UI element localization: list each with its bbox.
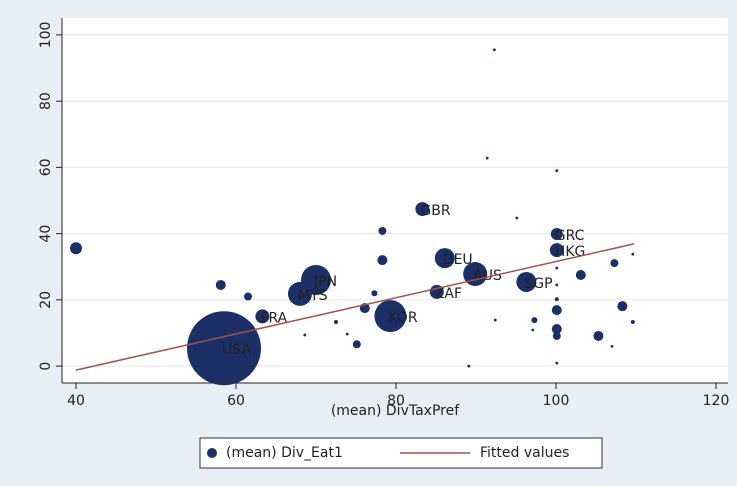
y-tick-label: 80: [38, 92, 54, 110]
fit-line: [75, 243, 635, 371]
bubble: [255, 309, 270, 324]
point-label: DEU: [443, 252, 473, 268]
point-label: MYS: [298, 288, 328, 304]
bubble: [555, 266, 559, 270]
bubble: [610, 259, 619, 268]
point-label: JPN: [313, 274, 337, 290]
bubble: [552, 331, 561, 340]
bubble: [516, 271, 537, 292]
bubble: [301, 264, 331, 295]
bubble: [515, 216, 519, 220]
bubble: [485, 156, 489, 160]
bubble: [377, 255, 388, 266]
bubble: [555, 361, 559, 365]
point-label: KOR: [388, 310, 417, 326]
legend-marker: [207, 448, 217, 458]
point-label: USA: [222, 342, 251, 358]
bubble: [551, 324, 562, 335]
point-label: FRA: [260, 310, 287, 326]
y-tick-label: 40: [38, 225, 54, 243]
legend-label: Fitted values: [480, 445, 569, 461]
y-tick-label: 60: [38, 158, 54, 176]
x-axis-label: (mean) DivTaxPref: [331, 403, 460, 419]
x-tick-label: 120: [703, 393, 730, 409]
bubble: [303, 333, 307, 337]
y-tick-label: 100: [38, 22, 54, 49]
bubble: [352, 340, 361, 349]
point-label: AUS: [473, 268, 502, 284]
bubble: [434, 248, 455, 269]
bubble: [531, 317, 538, 324]
bubble: [555, 169, 559, 173]
x-tick-label: 60: [227, 393, 245, 409]
bubble: [550, 227, 563, 240]
bubble: [630, 320, 635, 325]
bubble: [555, 283, 559, 287]
bubble: [551, 305, 562, 316]
bubble: [415, 202, 430, 217]
bubble: [371, 290, 378, 297]
bubble: [617, 301, 628, 312]
bubble: [492, 48, 496, 52]
bubble: [345, 332, 349, 336]
bubble: [554, 297, 559, 302]
bubble: [463, 262, 488, 287]
x-tick-label: 100: [543, 393, 570, 409]
bubble: [374, 300, 407, 333]
bubble: [378, 226, 387, 235]
bubble: [575, 270, 586, 281]
bubble: [593, 330, 604, 341]
bubble: [610, 344, 614, 348]
legend-label: (mean) Div_Eat1: [226, 445, 343, 461]
point-label: GBR: [420, 203, 450, 219]
bubble: [531, 328, 535, 332]
bubble: [70, 242, 82, 255]
bubble: [467, 364, 471, 368]
x-tick-label: 40: [67, 393, 85, 409]
bubble: [244, 292, 252, 301]
bubble: [187, 311, 261, 386]
bubble: [215, 279, 226, 290]
bubble: [631, 252, 635, 256]
point-label: GRC: [555, 228, 585, 244]
x-tick-label: 80: [387, 393, 405, 409]
y-tick-label: 0: [38, 362, 54, 371]
bubble: [493, 318, 497, 322]
y-tick-label: 20: [38, 291, 54, 309]
point-label: ZAF: [435, 286, 462, 302]
bubble: [549, 243, 564, 258]
point-label: SGP: [524, 276, 552, 292]
bubble: [334, 320, 338, 325]
